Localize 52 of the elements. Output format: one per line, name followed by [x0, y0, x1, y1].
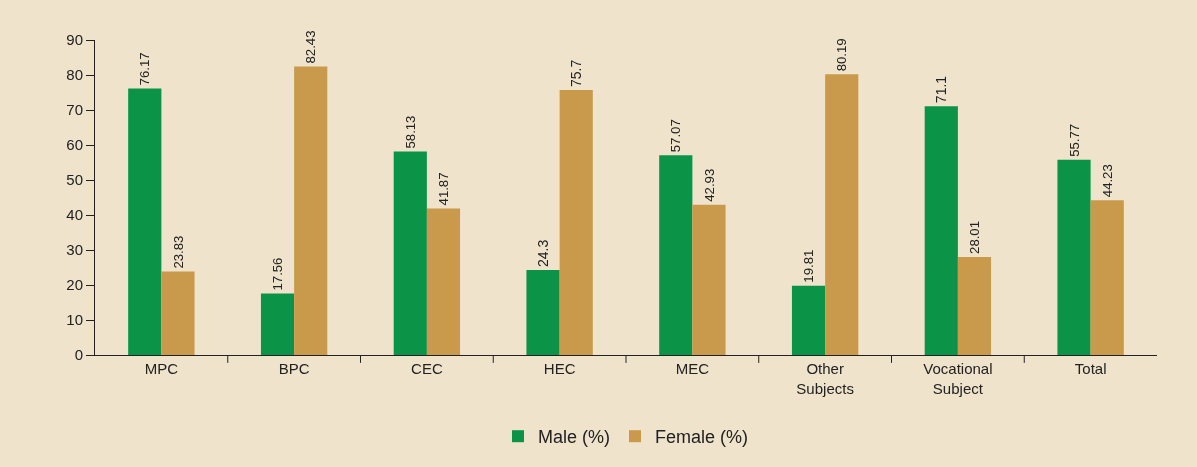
y-tick-label: 70: [66, 101, 83, 119]
data-label: 42.93: [701, 168, 717, 202]
y-tick-label: 80: [66, 66, 83, 84]
bar: [294, 66, 328, 355]
x-tick-label: CEC: [411, 360, 443, 377]
x-tick-label: BPC: [278, 360, 310, 377]
y-tick-label: 50: [66, 171, 83, 189]
data-label: 75.7: [568, 59, 585, 88]
y-tick-label: 30: [66, 241, 83, 259]
data-label: 80.19: [834, 38, 850, 72]
bar: [659, 155, 693, 355]
x-tick-label: Total: [1074, 360, 1107, 377]
bar: [426, 208, 461, 355]
data-label: 23.83: [170, 235, 186, 269]
bar: [1057, 159, 1091, 355]
y-tick-label: 40: [66, 206, 83, 224]
data-label: 76.17: [137, 52, 153, 86]
data-label: 17.56: [270, 257, 286, 291]
bar: [128, 88, 162, 355]
x-tick-label: HEC: [543, 360, 576, 377]
x-tick-label: MEC: [675, 360, 710, 377]
bar: [526, 269, 560, 355]
data-label: 57.07: [668, 119, 684, 153]
data-label: 58.13: [402, 115, 418, 149]
bar: [260, 293, 295, 355]
data-label: 55.77: [1066, 123, 1082, 157]
data-label: 41.87: [436, 172, 452, 206]
bar: [957, 256, 992, 355]
y-tick-label: 90: [66, 31, 83, 49]
bar: [692, 204, 726, 355]
bar: [393, 151, 427, 355]
data-label: 44.23: [1099, 164, 1115, 198]
data-label: 71.1: [933, 75, 950, 104]
x-tick-label: Other Subjects: [796, 360, 854, 397]
bar: [161, 271, 195, 355]
y-tick-label: 10: [66, 311, 83, 329]
y-tick-label: 60: [66, 136, 83, 154]
x-tick-label: Vocational Subject: [923, 360, 993, 397]
data-label: 19.81: [801, 249, 817, 283]
bar: [559, 90, 593, 355]
bar: [1090, 200, 1124, 355]
y-tick-label: 20: [66, 276, 83, 294]
bar: [924, 106, 958, 355]
legend-label: Female (%): [655, 427, 749, 448]
data-label: 82.43: [303, 30, 319, 64]
data-label: 28.01: [967, 221, 983, 254]
data-label: 24.3: [535, 239, 552, 267]
x-tick-label: MPC: [144, 360, 179, 377]
legend-label: Male (%): [538, 427, 611, 448]
y-tick-label: 0: [74, 346, 83, 364]
bar: [791, 285, 826, 355]
bar: [825, 74, 859, 355]
